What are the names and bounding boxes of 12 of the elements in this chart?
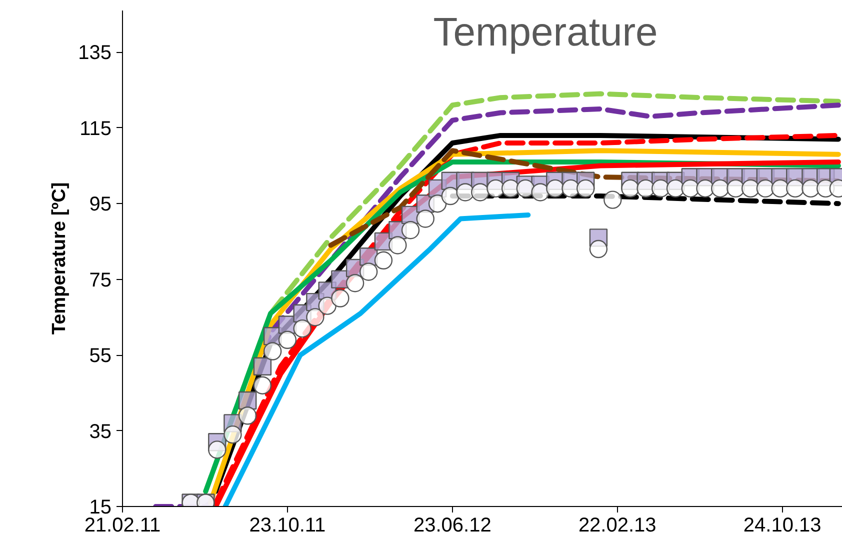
y-tick-label: 115 [80,118,112,140]
x-tick-label: 24.10.13 [743,514,822,534]
y-tick-label: 55 [89,345,112,368]
y-tick-label: 75 [89,269,112,292]
chart-title: Temperature [433,10,658,54]
x-tick-label: 23.06.12 [413,514,492,534]
y-axis-title: Temperature [ºC] [49,182,70,335]
y-tick-label: 95 [89,194,112,216]
x-tick-label: 22.02.13 [578,514,656,534]
x-tick-label: 23.10.11 [249,514,326,534]
y-tick-label: 35 [89,420,112,443]
y-tick-label: 135 [78,42,112,64]
